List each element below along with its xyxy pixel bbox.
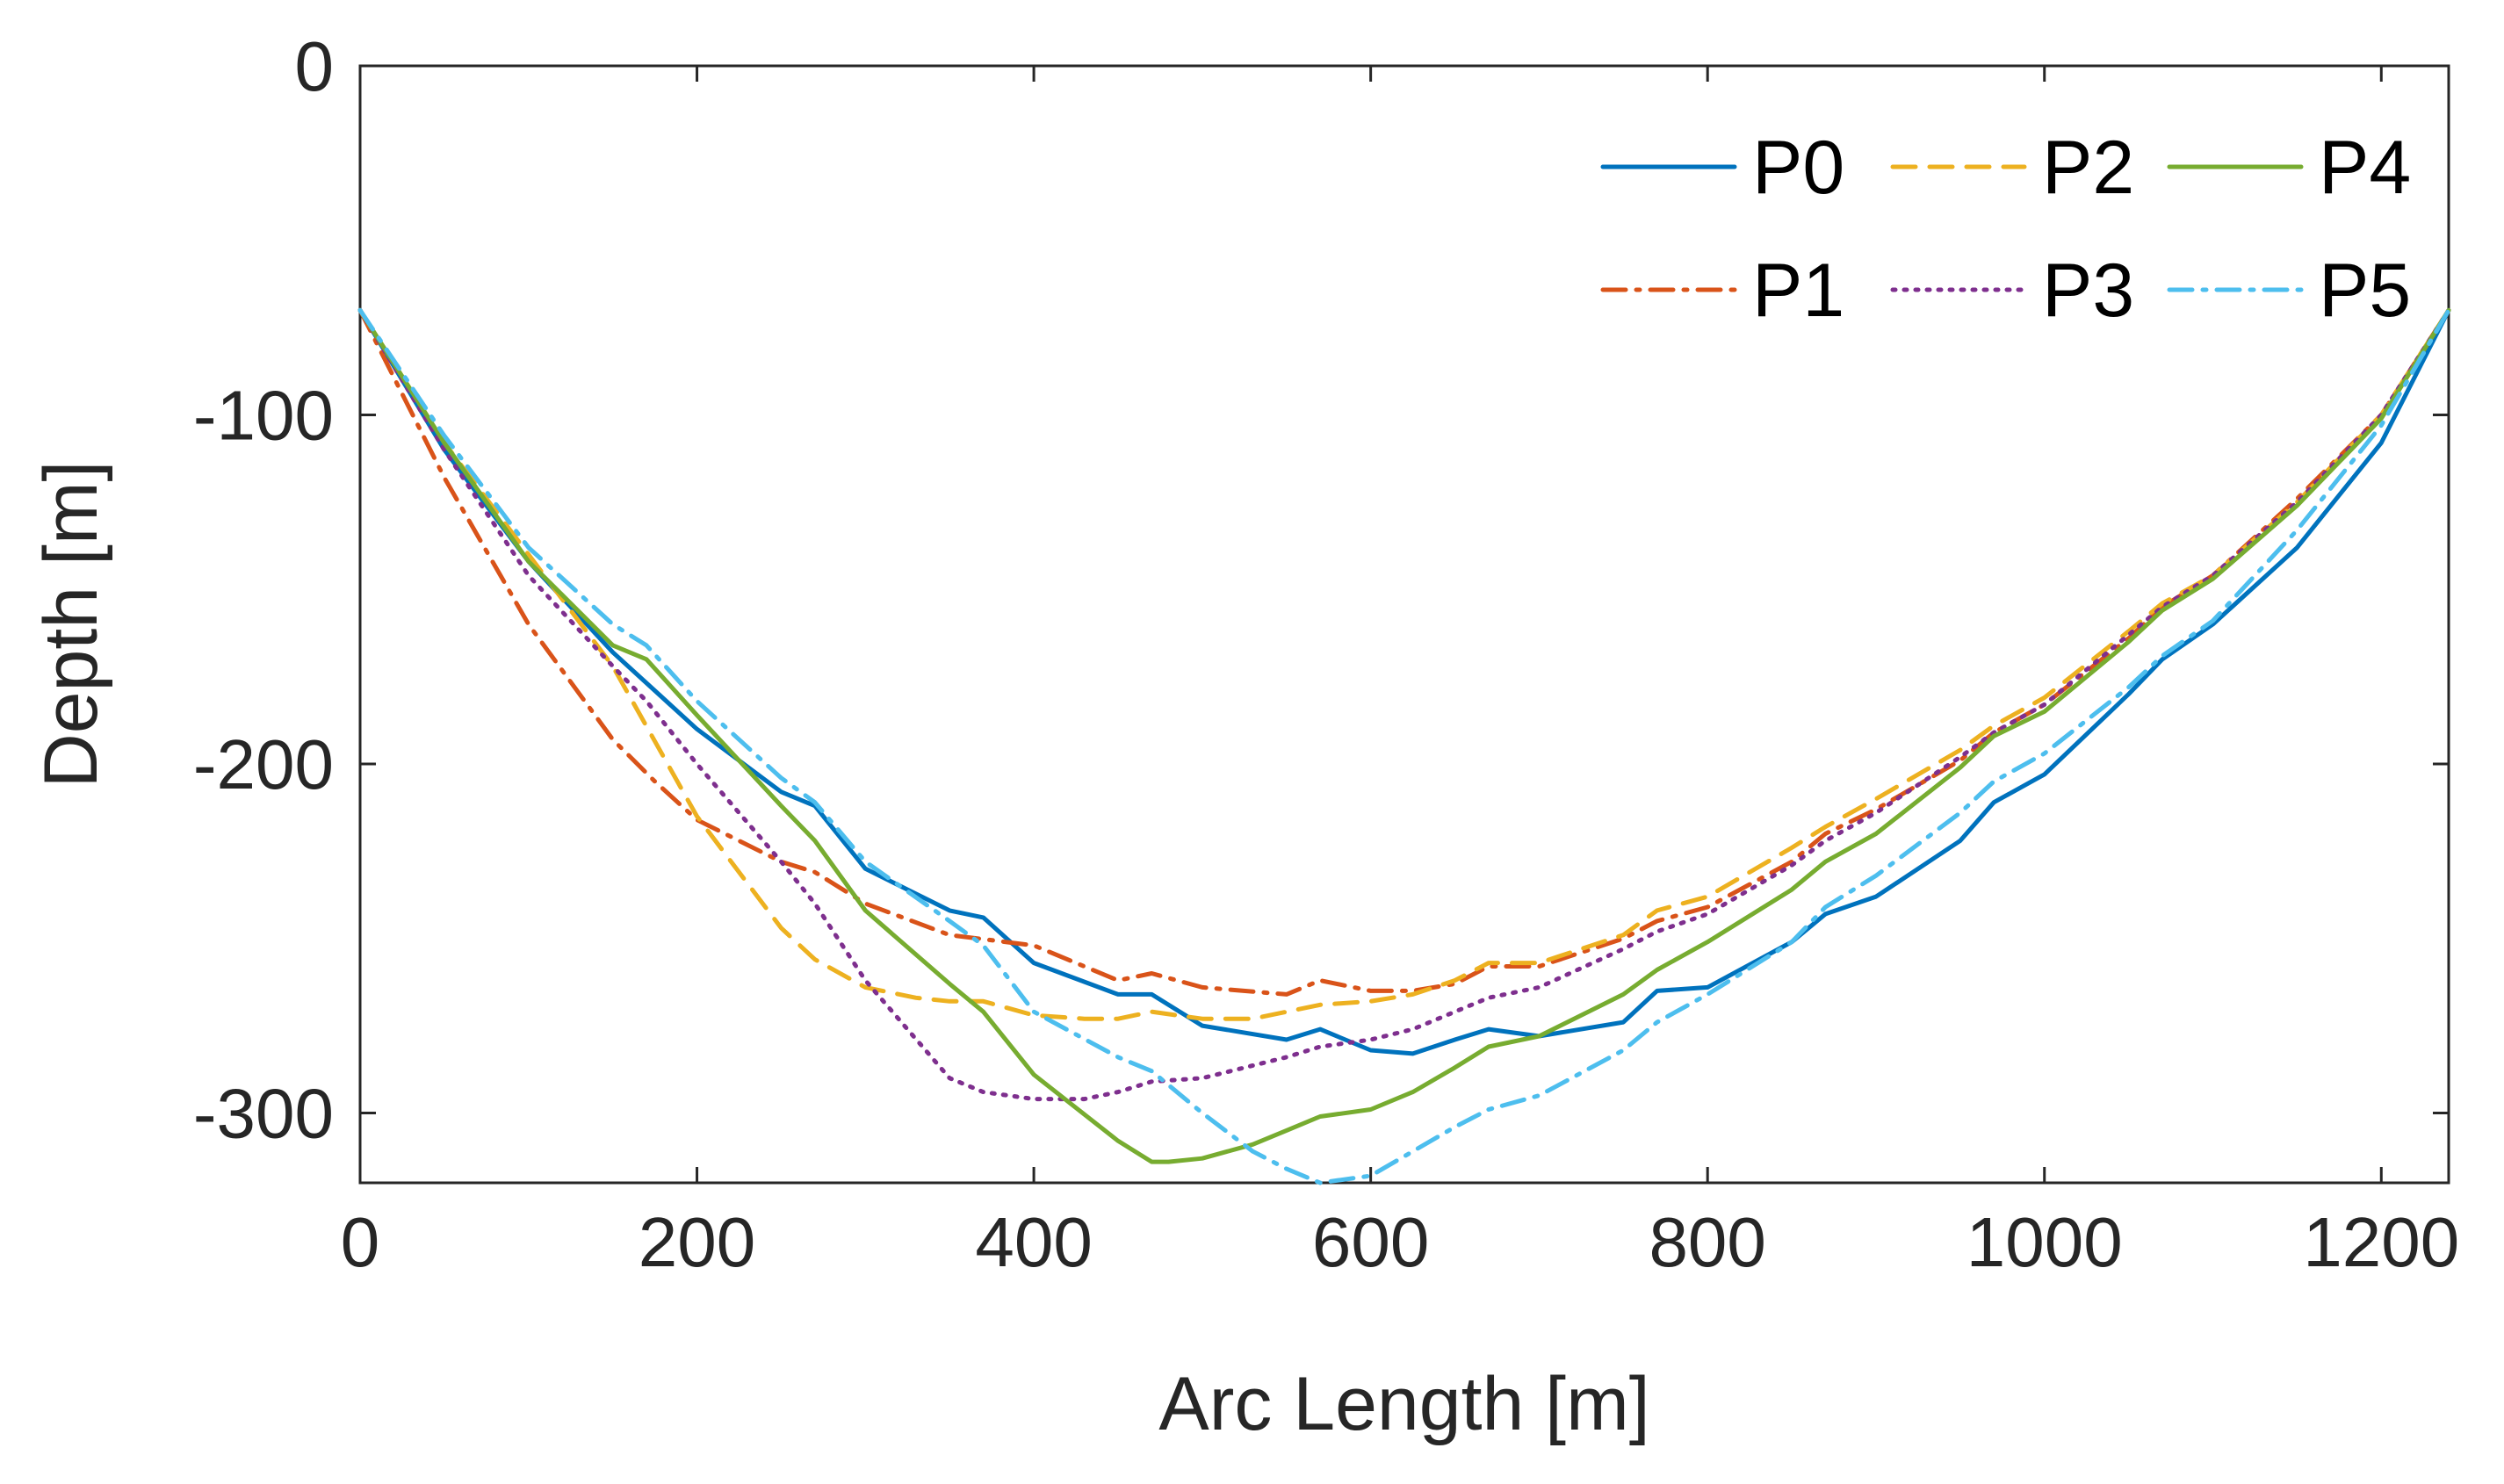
legend-label-p1: P1: [1752, 249, 1844, 333]
y-tick-label: -200: [193, 725, 334, 803]
x-tick-label: 1200: [2303, 1203, 2459, 1281]
x-tick-label: 800: [1649, 1203, 1765, 1281]
series-line-p2: [357, 307, 2451, 1021]
legend-label-p0: P0: [1752, 126, 1844, 210]
x-tick-label: 200: [639, 1203, 755, 1281]
y-tick-label: -100: [193, 377, 334, 455]
x-tick-label: 400: [975, 1203, 1092, 1281]
legend-label-p4: P4: [2319, 126, 2411, 210]
legend-label-p5: P5: [2319, 249, 2411, 333]
x-tick-label: 0: [341, 1203, 380, 1281]
y-tick-label: 0: [295, 27, 335, 105]
y-axis-label: Depth [m]: [29, 461, 113, 789]
axis-ticks: 0 200 400 600 800 1000 1200 0 -100 -200 -300: [193, 27, 2459, 1281]
series-line-p4: [357, 307, 2451, 1164]
x-axis-label: Arc Length [m]: [1158, 1362, 1649, 1446]
series-group: [357, 307, 2451, 1185]
series-line-p0: [357, 307, 2451, 1056]
x-tick-label: 600: [1312, 1203, 1429, 1281]
y-tick-label: -300: [193, 1075, 334, 1153]
plot-area: [358, 64, 2450, 1185]
legend-label-p3: P3: [2042, 249, 2134, 333]
series-line-p1: [357, 307, 2451, 997]
series-line-p3: [357, 307, 2451, 1102]
legend: P0 P1 P2 P3 P4 P5: [1600, 126, 2411, 333]
series-line-p5: [357, 307, 2451, 1185]
x-tick-label: 1000: [1966, 1203, 2123, 1281]
legend-label-p2: P2: [2042, 126, 2134, 210]
